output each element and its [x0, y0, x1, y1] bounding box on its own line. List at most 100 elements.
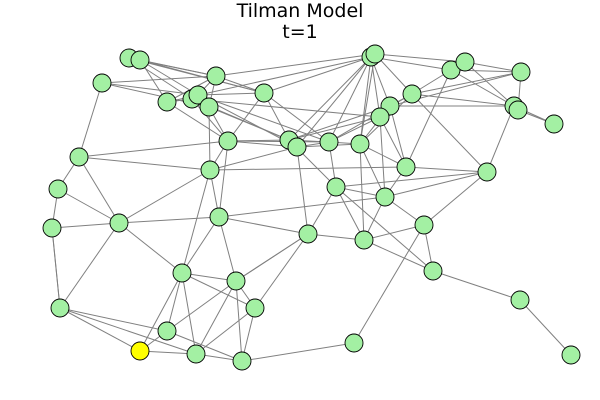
- graph-edge: [411, 93, 515, 107]
- graph-edge: [59, 222, 120, 309]
- graph-edge: [208, 106, 290, 141]
- graph-node: [92, 73, 112, 93]
- graph-edge: [335, 171, 488, 188]
- graph-node: [511, 62, 531, 82]
- graph-edge: [208, 106, 211, 171]
- graph-node: [188, 85, 208, 105]
- graph-edge: [166, 330, 243, 362]
- highlighted-node: [130, 341, 150, 361]
- graph-edge: [101, 75, 217, 84]
- graph-edge: [218, 140, 229, 218]
- graph-node: [157, 92, 177, 112]
- graph-node: [455, 52, 475, 72]
- graph-node: [209, 207, 229, 227]
- graph-node: [199, 97, 219, 117]
- graph-edge: [78, 140, 229, 158]
- graph-edge: [288, 56, 372, 141]
- graph-edge: [195, 280, 237, 355]
- graph-node: [218, 131, 238, 151]
- graph-edge: [296, 56, 372, 148]
- graph-node: [172, 263, 192, 283]
- graph-edge: [191, 98, 381, 118]
- graph-edge: [166, 280, 237, 332]
- graph-node: [423, 261, 443, 281]
- graph-node: [130, 50, 150, 70]
- graph-node: [245, 298, 265, 318]
- graph-edge: [359, 143, 386, 198]
- graph-node: [319, 132, 339, 152]
- graph-node: [350, 134, 370, 154]
- figure-title: Tilman Model: [236, 0, 364, 22]
- graph-edge: [218, 196, 386, 218]
- graph-edge: [363, 239, 434, 272]
- graph-edge: [370, 56, 452, 71]
- graph-edge: [197, 92, 265, 96]
- graph-edge: [57, 188, 120, 224]
- graph-node: [365, 44, 385, 64]
- graph-edge: [209, 166, 407, 171]
- graph-node: [375, 187, 395, 207]
- graph-edge: [215, 53, 376, 77]
- graph-node: [298, 224, 318, 244]
- graph-edge: [363, 224, 425, 241]
- graph-edge: [139, 59, 199, 96]
- graph-edge: [227, 92, 265, 142]
- graph-node: [186, 344, 206, 364]
- graph-node: [414, 215, 434, 235]
- graph-edge: [486, 105, 515, 173]
- graph-edge: [519, 299, 572, 356]
- graph-node: [544, 114, 564, 134]
- graph-node: [254, 83, 274, 103]
- graph-node: [508, 100, 528, 120]
- graph-edge: [241, 342, 355, 362]
- graph-node: [206, 66, 226, 86]
- graph-edge: [235, 233, 309, 282]
- graph-edge: [78, 156, 120, 224]
- graph-edge: [335, 186, 365, 241]
- graph-edge: [411, 93, 488, 173]
- edge-layer: [51, 53, 572, 362]
- graph-edge: [263, 92, 330, 143]
- graph-edge: [464, 61, 522, 73]
- graph-edge: [359, 56, 372, 145]
- graph-edge: [78, 156, 211, 171]
- graph-edge: [359, 53, 376, 145]
- graph-node: [402, 84, 422, 104]
- graph-edge: [59, 307, 141, 352]
- graph-edge: [328, 116, 381, 143]
- graph-node: [561, 345, 581, 365]
- graph-edge: [379, 116, 386, 198]
- graph-node: [48, 179, 68, 199]
- graph-edge: [353, 224, 425, 344]
- graph-node: [354, 230, 374, 250]
- graph-edge: [384, 171, 488, 198]
- graph-edge: [166, 101, 229, 142]
- figure-subtitle: t=1: [282, 21, 318, 43]
- graph-edge: [450, 69, 515, 107]
- graph-edge: [139, 272, 183, 352]
- graph-edge: [181, 272, 197, 355]
- graph-node: [344, 333, 364, 353]
- graph-edge: [181, 169, 211, 274]
- graph-edge: [263, 56, 372, 94]
- graph-edge: [118, 169, 211, 224]
- graph-edge: [254, 233, 309, 309]
- graph-edge: [59, 307, 197, 355]
- graph-edge: [328, 93, 413, 143]
- graph-node: [157, 321, 177, 341]
- graph-node: [42, 218, 62, 238]
- graph-edge: [288, 116, 381, 141]
- graph-edge: [181, 272, 256, 309]
- graph-edge: [218, 216, 309, 235]
- graph-edge: [118, 222, 183, 274]
- graph-node: [50, 298, 70, 318]
- graph-edge: [139, 59, 217, 77]
- graph-edge: [181, 216, 220, 274]
- graph-node: [477, 162, 497, 182]
- node-layer: [42, 44, 581, 371]
- graph-edge: [195, 307, 256, 355]
- graph-edge: [166, 272, 183, 332]
- graph-node: [370, 107, 390, 127]
